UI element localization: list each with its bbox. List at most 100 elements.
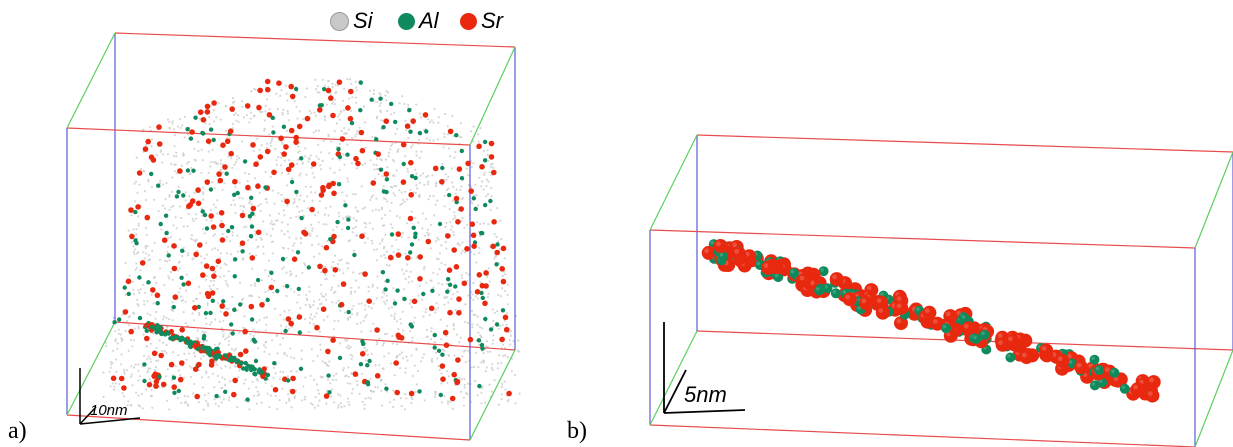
si-atom	[276, 352, 279, 355]
si-atom	[321, 78, 324, 81]
al-atom	[367, 358, 372, 364]
sr-atom	[259, 302, 265, 308]
si-atom	[249, 333, 252, 336]
si-atom	[393, 317, 396, 321]
si-atom	[443, 303, 446, 306]
si-atom	[389, 148, 392, 151]
si-atom	[147, 367, 150, 370]
atom-highlight	[896, 318, 902, 324]
si-atom	[517, 339, 520, 342]
si-atom	[145, 388, 148, 391]
si-atom	[425, 328, 428, 331]
si-atom	[134, 268, 137, 271]
al-atom	[202, 333, 207, 339]
si-atom	[208, 123, 211, 126]
si-atom	[218, 320, 221, 323]
si-atom	[316, 91, 319, 94]
al-atom	[252, 371, 257, 376]
si-atom	[219, 310, 222, 313]
sr-atom	[417, 254, 424, 260]
atom-highlight	[1007, 354, 1011, 358]
sr-atom	[500, 245, 507, 252]
si-atom	[288, 397, 291, 400]
si-atom	[253, 114, 256, 117]
si-atom	[380, 207, 383, 210]
si-atom	[422, 268, 426, 271]
si-atom	[239, 281, 242, 284]
si-atom	[361, 163, 364, 166]
si-atom	[481, 180, 484, 183]
si-atom	[102, 395, 105, 398]
sr-atom	[195, 200, 202, 207]
si-atom	[470, 160, 473, 163]
si-atom	[210, 161, 213, 164]
si-atom	[342, 87, 346, 90]
si-atom	[459, 189, 462, 192]
si-atom	[408, 302, 411, 305]
si-atom	[176, 125, 179, 128]
al-atom	[245, 397, 250, 402]
al-atom	[337, 154, 343, 160]
si-atom	[462, 404, 466, 407]
si-atom	[281, 113, 284, 116]
si-atom	[231, 234, 234, 237]
si-atom	[233, 203, 236, 206]
si-atom	[132, 245, 135, 248]
si-atom	[304, 96, 307, 99]
si-atom	[162, 318, 165, 321]
si-atom	[428, 121, 432, 124]
si-atom	[331, 378, 334, 381]
si-atom	[364, 316, 367, 319]
si-atom	[487, 180, 490, 183]
al-atom	[389, 101, 394, 107]
si-atom	[210, 219, 213, 222]
si-atom	[295, 215, 298, 218]
si-atom	[260, 144, 263, 147]
si-atom	[184, 289, 188, 292]
si-atom	[400, 351, 404, 354]
si-atom	[167, 245, 170, 248]
si-atom	[429, 330, 433, 333]
si-atom	[382, 185, 385, 188]
atom-highlight	[924, 308, 930, 314]
si-atom	[470, 366, 473, 369]
atom-highlight	[866, 285, 872, 291]
al-atom	[156, 183, 161, 188]
al-atom	[269, 270, 274, 275]
si-atom	[311, 229, 314, 232]
sr-atom	[266, 112, 273, 118]
si-atom	[172, 224, 175, 227]
si-atom	[209, 279, 213, 283]
si-atom	[466, 382, 470, 385]
si-atom	[140, 168, 143, 171]
si-atom	[368, 222, 371, 225]
al-atom	[432, 332, 437, 338]
si-atom	[332, 260, 335, 264]
si-atom	[504, 273, 507, 276]
si-atom	[168, 195, 171, 198]
si-atom	[317, 143, 320, 146]
si-atom	[449, 155, 452, 158]
scale-bar-diagonal	[79, 406, 97, 425]
si-atom	[211, 372, 214, 375]
si-atom	[130, 375, 133, 378]
si-atom	[276, 219, 279, 222]
al-atom	[193, 115, 198, 120]
si-atom	[133, 182, 136, 185]
si-atom	[402, 288, 405, 291]
sr-atom	[456, 310, 462, 316]
si-atom	[314, 396, 317, 399]
si-atom	[285, 354, 288, 357]
si-atom	[274, 148, 277, 151]
sr-atom	[264, 78, 271, 85]
sr-atom	[264, 148, 271, 155]
si-atom	[147, 254, 151, 257]
si-atom	[234, 347, 237, 350]
si-atom	[227, 335, 230, 338]
sr-atom	[150, 157, 157, 163]
si-atom	[384, 158, 387, 161]
si-atom	[504, 289, 507, 293]
si-atom	[454, 192, 457, 195]
si-atom	[299, 307, 302, 310]
al-atom	[196, 304, 201, 310]
